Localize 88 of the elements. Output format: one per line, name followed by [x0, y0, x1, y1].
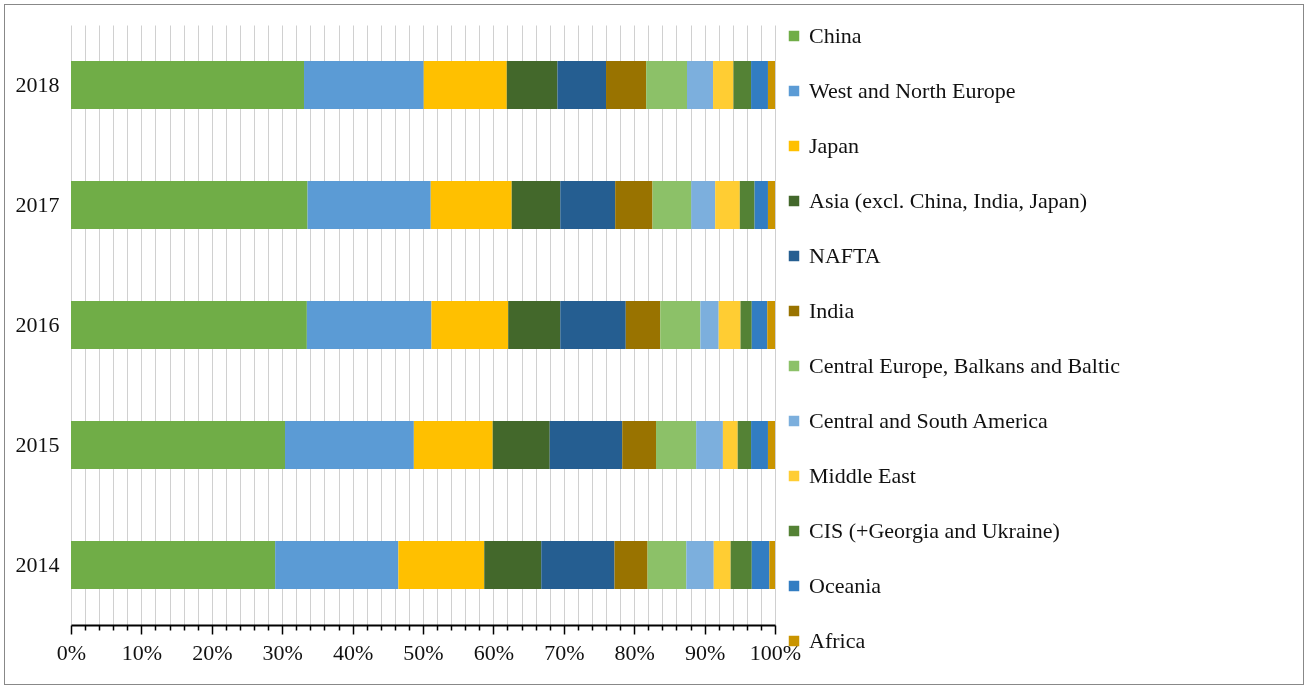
bar — [398, 541, 485, 589]
bar — [304, 61, 424, 109]
bar — [71, 541, 276, 589]
bar — [606, 61, 647, 109]
x-tick-label: 70% — [544, 639, 585, 665]
bar — [511, 181, 561, 229]
bar — [656, 421, 697, 469]
legend-label: CIS (+Georgia and Ukraine) — [809, 518, 1060, 543]
bar — [560, 181, 616, 229]
bar — [285, 421, 414, 469]
bar — [506, 61, 558, 109]
bar — [560, 301, 626, 349]
legend-label: Oceania — [809, 573, 882, 598]
x-tick-label: 0% — [56, 639, 87, 665]
legend-label: China — [809, 23, 862, 48]
bar — [492, 421, 550, 469]
bar — [722, 421, 738, 469]
bar — [646, 61, 687, 109]
legend-label: Japan — [809, 133, 860, 158]
bar — [71, 61, 305, 109]
bar — [307, 181, 431, 229]
x-tick-label: 10% — [121, 639, 163, 665]
bar — [541, 541, 615, 589]
bar — [557, 61, 607, 109]
x-tick-label: 20% — [192, 639, 233, 665]
y-tick-label: 2017 — [15, 192, 60, 217]
bar — [715, 181, 740, 229]
bar — [691, 181, 716, 229]
y-tick-label: 2016 — [15, 312, 60, 337]
legend-label: West and North Europe — [809, 78, 1016, 103]
bar — [751, 301, 768, 349]
x-tick-label: 30% — [262, 639, 303, 665]
y-tick-label: 2014 — [15, 552, 60, 577]
bar — [71, 181, 308, 229]
bar — [413, 421, 493, 469]
bar — [430, 181, 512, 229]
bar — [751, 61, 768, 109]
bar — [767, 421, 775, 469]
bar — [737, 421, 752, 469]
legend-label: Africa — [809, 628, 866, 653]
bar — [647, 541, 687, 589]
bar — [652, 181, 692, 229]
x-tick-label: 50% — [403, 639, 444, 665]
bar — [713, 541, 731, 589]
bar — [549, 421, 623, 469]
y-tick-label: 2015 — [15, 432, 60, 457]
x-tick-label: 40% — [332, 639, 374, 665]
bar — [754, 181, 768, 229]
legend-label: Middle East — [809, 463, 916, 488]
bar — [751, 421, 768, 469]
bar — [687, 61, 714, 109]
y-tick-label: 2018 — [15, 72, 60, 97]
legend-label: Central Europe, Balkans and Baltic — [809, 353, 1121, 378]
bar — [686, 541, 714, 589]
bar — [660, 301, 701, 349]
bar — [767, 301, 775, 349]
bar — [275, 541, 399, 589]
x-tick-label: 60% — [473, 639, 515, 665]
bar — [306, 301, 432, 349]
legend-label: India — [809, 298, 855, 323]
bar — [615, 181, 653, 229]
bar — [713, 61, 734, 109]
bar — [431, 301, 509, 349]
bar — [614, 541, 648, 589]
bar — [767, 181, 775, 229]
bar — [696, 421, 723, 469]
bar — [740, 301, 752, 349]
x-tick-label: 80% — [614, 639, 655, 665]
bar — [769, 541, 775, 589]
bar — [508, 301, 561, 349]
bar — [767, 61, 775, 109]
x-tick-label: 90% — [684, 639, 726, 665]
x-tick-label: 100% — [749, 639, 802, 665]
legend-label: Asia (excl. China, India, Japan) — [809, 188, 1087, 213]
bar — [71, 421, 286, 469]
bar — [622, 421, 657, 469]
bar — [718, 301, 741, 349]
bar — [423, 61, 507, 109]
bar — [484, 541, 542, 589]
bar — [625, 301, 661, 349]
bar — [730, 541, 752, 589]
bar — [751, 541, 770, 589]
bar — [71, 301, 307, 349]
legend-label: NAFTA — [809, 243, 881, 268]
legend-label: Central and South America — [809, 408, 1049, 433]
bar — [733, 61, 752, 109]
bar — [700, 301, 719, 349]
bar — [739, 181, 755, 229]
